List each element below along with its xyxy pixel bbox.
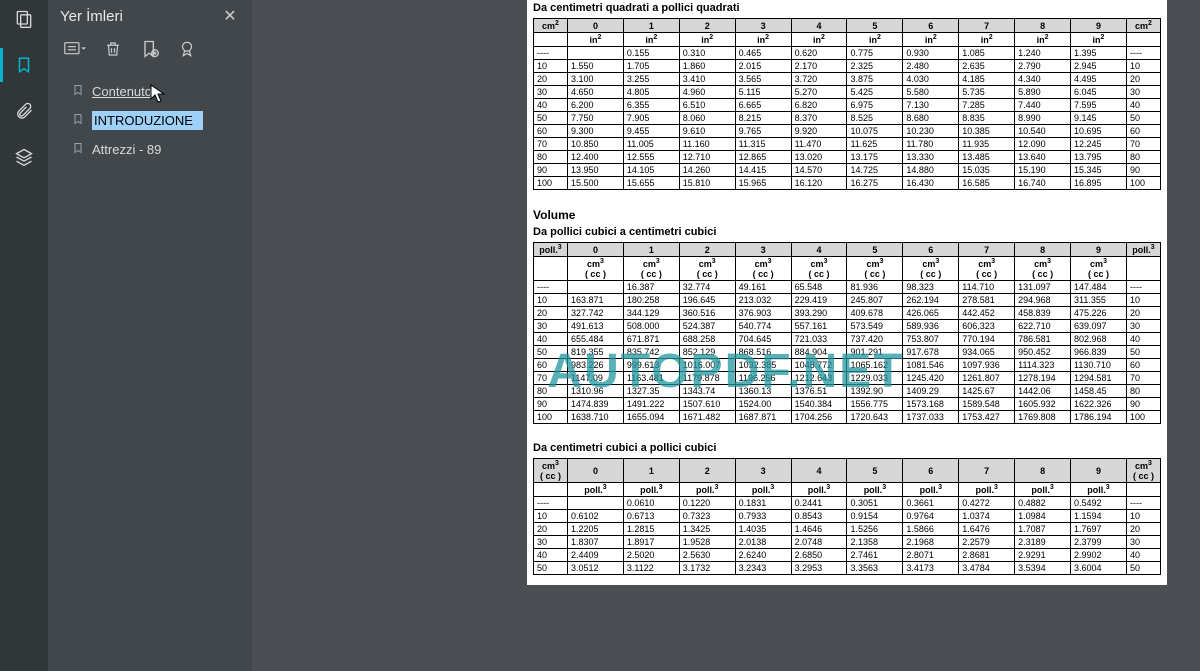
bookmarks-sidebar: Yer İmleri ✕ Contenuto INTRODUZIONE Attrez… (48, 0, 252, 671)
bookmark-icon (72, 111, 84, 130)
add-bookmark-icon[interactable] (140, 38, 160, 63)
pdf-page: Da centimetri quadrati a pollici quadrat… (527, 0, 1167, 585)
section-title: Da centimetri quadrati a pollici quadrat… (533, 2, 1161, 14)
bookmark-item[interactable]: Attrezzi - 89 (48, 135, 252, 164)
bookmark-icon (72, 140, 84, 159)
bookmark-item[interactable]: Contenuto (48, 77, 252, 106)
close-icon[interactable]: ✕ (220, 6, 240, 26)
volume-heading: Volume (533, 208, 1161, 222)
conversion-table: poll.30123456789poll.3cm3( cc )cm3( cc )… (533, 242, 1161, 424)
conversion-table: cm3( cc )0123456789cm3( cc )poll.3poll.3… (533, 458, 1161, 575)
trash-icon[interactable] (104, 39, 122, 62)
options-icon[interactable] (64, 40, 86, 61)
document-viewport[interactable]: Da centimetri quadrati a pollici quadrat… (252, 0, 1200, 671)
section-title: Da pollici cubici a centimetri cubici (533, 226, 1161, 238)
pages-icon[interactable] (13, 8, 35, 30)
bookmark-icon (72, 82, 84, 101)
bookmark-label: Attrezzi - 89 (92, 142, 161, 157)
bookmark-label: Contenuto (92, 84, 152, 99)
bookmark-label: INTRODUZIONE (92, 111, 203, 130)
tool-rail (0, 0, 48, 671)
layers-icon[interactable] (13, 146, 35, 168)
bookmarks-icon[interactable] (13, 54, 35, 76)
bookmark-item[interactable]: INTRODUZIONE (48, 106, 252, 135)
conversion-table: cm20123456789cm2in2in2in2in2in2in2in2in2… (533, 18, 1161, 190)
sidebar-title: Yer İmleri (60, 8, 123, 25)
ribbon-icon[interactable] (178, 38, 196, 63)
section-title: Da centimetri cubici a pollici cubici (533, 442, 1161, 454)
attachments-icon[interactable] (13, 100, 35, 122)
